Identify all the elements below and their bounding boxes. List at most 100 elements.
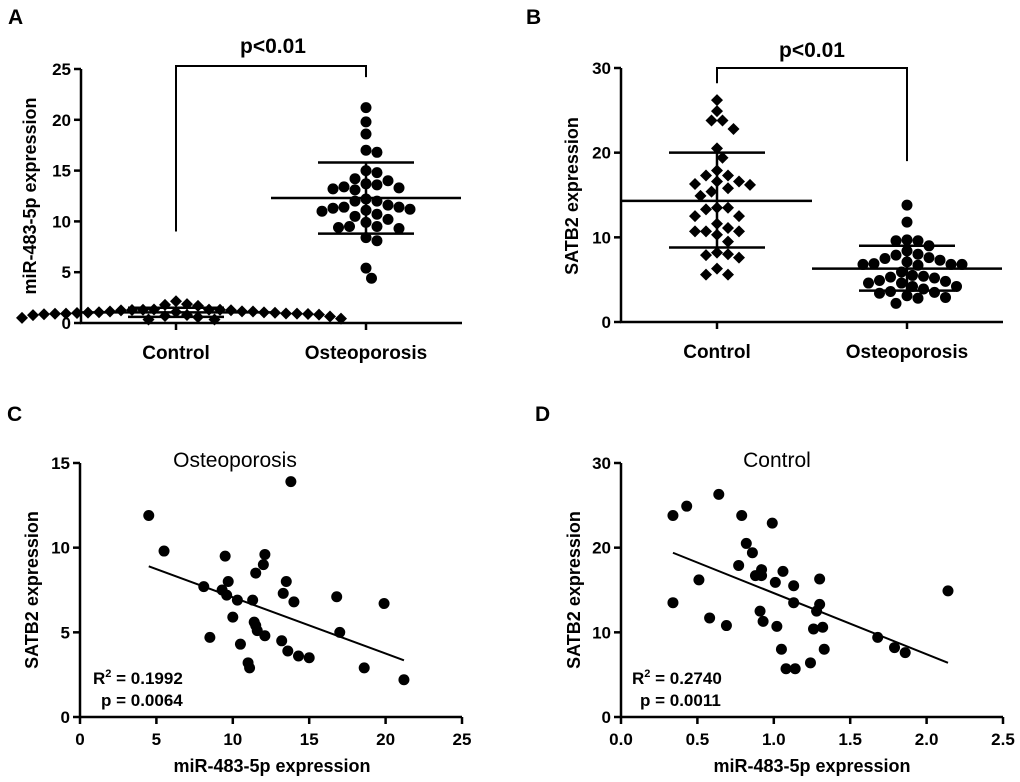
data-point-a-control [16,311,28,324]
data-point-a-control [269,306,281,319]
data-point-d [789,663,801,675]
data-point-b-control [705,185,718,198]
data-point-d [899,647,911,659]
data-point-a-control [60,307,72,320]
data-point-b-osteoporosis [857,258,869,270]
data-point-a-control [291,307,303,320]
data-point-c [282,645,294,657]
data-point-a-osteoporosis [360,128,372,140]
data-point-a-osteoporosis [360,232,372,244]
data-point-a-osteoporosis [382,175,394,187]
data-point-d [681,500,693,512]
data-point-d [775,643,787,655]
significance-bracket-a [175,65,367,232]
data-point-b-osteoporosis [901,234,913,246]
data-point-d [942,585,954,597]
y-tick-label-a: 0 [62,314,71,333]
data-point-b-osteoporosis [901,199,913,211]
data-point-a-osteoporosis [382,213,394,225]
data-point-d [736,509,748,521]
data-point-c [277,587,289,599]
data-point-a-osteoporosis [366,272,377,284]
data-point-d [872,631,884,643]
x-tick-label-d: 1.5 [838,730,862,749]
data-point-d [817,621,829,633]
data-point-a-osteoporosis [393,223,405,235]
data-point-a-control [71,306,83,319]
category-label-a: Osteoporosis [305,343,427,364]
data-point-a-control [324,310,336,323]
significance-bracket-b [716,67,908,162]
data-point-b-osteoporosis [890,249,902,261]
data-point-a-osteoporosis [349,210,361,222]
data-point-b-osteoporosis [918,270,929,282]
data-point-a-control [203,303,215,316]
data-point-b-control [689,225,701,238]
panel-label-b: B [526,6,541,29]
data-point-c [398,674,410,686]
data-point-a-control [148,303,160,316]
data-point-d [788,580,800,592]
data-point-d [889,642,901,654]
data-point-a-osteoporosis [338,181,350,193]
significance-label-a: p<0.01 [240,35,306,58]
y-axis-title-d: SATB2 expression [564,511,584,669]
category-label-b: Control [683,342,751,363]
data-point-d [769,576,781,588]
category-label-b: Osteoporosis [846,342,968,363]
data-point-c [303,652,315,664]
data-point-b-osteoporosis [912,248,924,260]
data-point-a-osteoporosis [349,184,361,196]
data-point-b-osteoporosis [907,269,918,281]
data-point-b-osteoporosis [907,280,918,292]
data-point-b-control [722,222,734,235]
data-point-c [244,662,256,674]
y-tick-label-c: 5 [61,623,70,642]
data-point-c [259,548,271,560]
data-point-a-control [159,298,171,311]
regression-line-d [672,551,949,664]
data-point-d [756,570,768,582]
data-point-c [227,611,239,623]
data-point-b-osteoporosis [890,297,902,309]
y-tick-label-b: 30 [592,59,611,78]
data-point-b-osteoporosis [901,216,913,228]
y-tick-label-b: 0 [602,313,611,332]
data-point-a-osteoporosis [371,146,383,158]
data-point-c [331,591,343,603]
data-point-b-osteoporosis [918,283,929,295]
data-point-a-osteoporosis [393,182,405,194]
data-point-b-osteoporosis [863,277,874,289]
data-point-c [234,638,246,650]
data-point-d [814,573,826,585]
y-tick-label-d: 10 [592,623,611,642]
data-point-a-control [115,304,127,317]
data-point-c [276,635,288,647]
data-point-d [757,615,769,627]
data-point-b-control [722,268,734,281]
data-point-b-osteoporosis [940,275,951,287]
data-point-c [204,631,216,643]
panel-label-c: C [7,403,22,426]
data-point-b-osteoporosis [901,290,913,302]
data-point-a-control [280,307,292,320]
data-point-b-control [700,203,712,216]
data-point-b-osteoporosis [890,235,902,247]
data-point-a-osteoporosis [349,173,361,185]
data-point-c [257,559,269,571]
data-point-d [780,663,792,675]
data-point-b-control [700,225,712,238]
data-point-a-osteoporosis [393,201,405,213]
data-point-a-osteoporosis [316,205,328,217]
data-point-b-control [711,94,723,107]
data-point-a-osteoporosis [371,220,383,232]
y-tick-label-a: 5 [62,263,71,282]
y-axis-title-a: miR-483-5p expression [20,97,40,294]
data-point-c [158,545,170,557]
x-tick-label-c: 0 [75,730,84,749]
y-axis-title-b: SATB2 expression [562,117,582,275]
data-point-a-osteoporosis [371,208,383,220]
data-point-d [704,612,716,624]
data-point-b-osteoporosis [879,253,891,264]
data-point-b-control [700,249,712,262]
